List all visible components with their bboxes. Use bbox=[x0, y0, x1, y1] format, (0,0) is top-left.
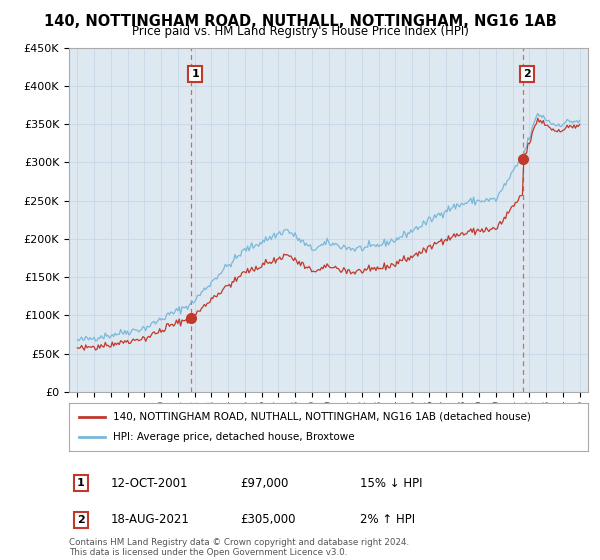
Text: 15% ↓ HPI: 15% ↓ HPI bbox=[360, 477, 422, 490]
Text: 1: 1 bbox=[77, 478, 85, 488]
Text: £305,000: £305,000 bbox=[240, 513, 296, 526]
Text: 140, NOTTINGHAM ROAD, NUTHALL, NOTTINGHAM, NG16 1AB (detached house): 140, NOTTINGHAM ROAD, NUTHALL, NOTTINGHA… bbox=[113, 412, 531, 422]
Text: 2: 2 bbox=[77, 515, 85, 525]
Text: HPI: Average price, detached house, Broxtowe: HPI: Average price, detached house, Brox… bbox=[113, 432, 355, 442]
Text: £97,000: £97,000 bbox=[240, 477, 289, 490]
Text: 12-OCT-2001: 12-OCT-2001 bbox=[111, 477, 188, 490]
Text: Contains HM Land Registry data © Crown copyright and database right 2024.
This d: Contains HM Land Registry data © Crown c… bbox=[69, 538, 409, 557]
Text: 2% ↑ HPI: 2% ↑ HPI bbox=[360, 513, 415, 526]
Text: Price paid vs. HM Land Registry's House Price Index (HPI): Price paid vs. HM Land Registry's House … bbox=[131, 25, 469, 38]
Text: 18-AUG-2021: 18-AUG-2021 bbox=[111, 513, 190, 526]
Text: 2: 2 bbox=[524, 69, 531, 80]
Text: 1: 1 bbox=[191, 69, 199, 80]
Text: 140, NOTTINGHAM ROAD, NUTHALL, NOTTINGHAM, NG16 1AB: 140, NOTTINGHAM ROAD, NUTHALL, NOTTINGHA… bbox=[44, 14, 556, 29]
